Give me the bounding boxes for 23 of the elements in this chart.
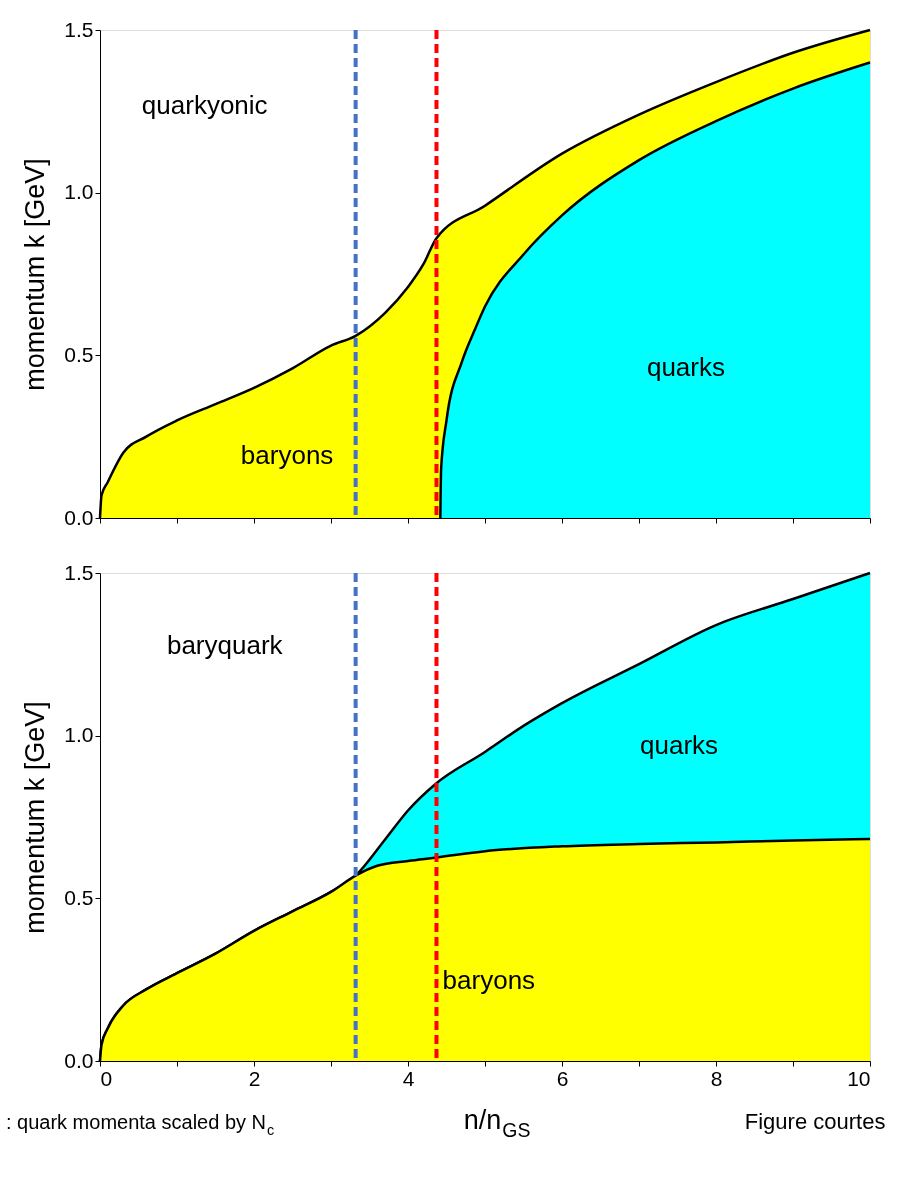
y-tick-label: 1.0 (64, 180, 94, 204)
x-tick-label: 8 (710, 1066, 723, 1090)
x-tick-label: 4 (402, 1066, 415, 1090)
y-tick-label: 1.5 (64, 17, 94, 41)
y-tick-label: 0.5 (64, 885, 94, 909)
annotation: quarks (640, 730, 719, 761)
x-tick-label: 2 (248, 1066, 261, 1090)
annotation: baryons (240, 439, 334, 470)
x-tick-label: 0 (100, 1066, 113, 1090)
y-tick-label: 0.5 (64, 342, 94, 366)
x-tick-label: 10 (847, 1066, 871, 1090)
y-axis-title: momentum k [GeV] (20, 701, 51, 934)
y-tick-label: 0.0 (64, 1048, 94, 1072)
y-tick-label: 0.0 (64, 505, 94, 529)
annotation: baryquark (166, 629, 284, 660)
y-tick-label: 1.0 (64, 723, 94, 747)
annotation: quarks (646, 351, 725, 382)
y-axis-title: momentum k [GeV] (20, 158, 51, 391)
annotation: quarkyonic (141, 89, 268, 120)
y-tick-label: 1.5 (64, 560, 94, 584)
annotation: baryons (442, 964, 536, 995)
x-tick-label: 6 (556, 1066, 569, 1090)
text: Figure courtes (744, 1109, 886, 1134)
